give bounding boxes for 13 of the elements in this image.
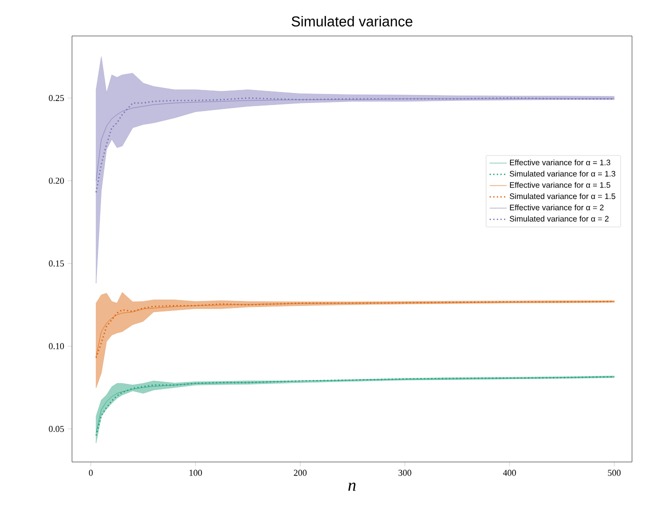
x-axis-title: n xyxy=(348,482,356,491)
x-tick-label: 100 xyxy=(190,470,202,476)
x-tick-label: 300 xyxy=(398,470,412,476)
y-tick-label: 0.15 xyxy=(48,260,64,267)
chart-title: Simulated variance xyxy=(292,16,412,26)
x-tick-label: 400 xyxy=(502,470,516,476)
y-tick-label: 0.25 xyxy=(48,94,64,102)
x-tick-label: 500 xyxy=(608,470,621,476)
y-tick-label: 0.05 xyxy=(48,426,64,432)
y-tick-label: 0.20 xyxy=(48,178,64,184)
y-tick-label: 0.10 xyxy=(48,343,64,350)
x-tick-label: 200 xyxy=(294,470,307,476)
x-tick-label: 0 xyxy=(88,470,93,476)
